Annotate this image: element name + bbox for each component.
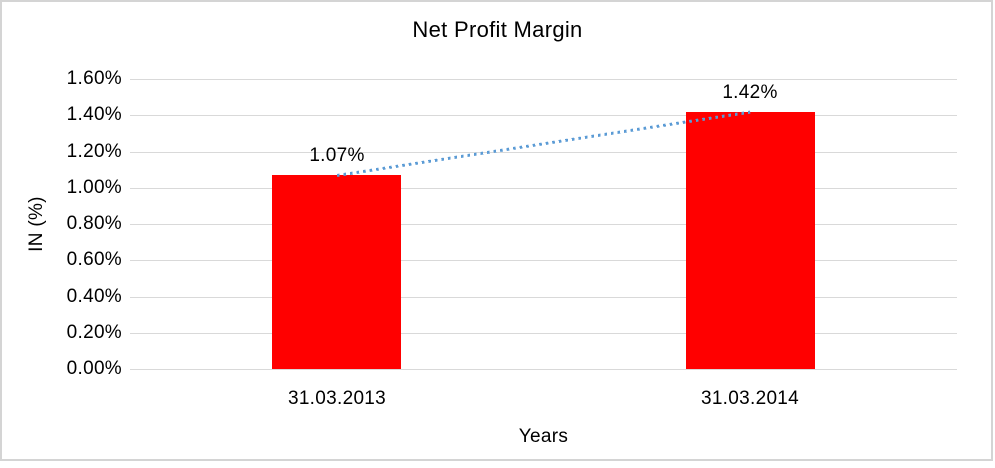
y-axis-tick-label: 1.60%: [66, 68, 122, 89]
gridline: [130, 79, 957, 80]
gridline: [130, 224, 957, 225]
bar: [272, 175, 401, 369]
y-axis-tick-label: 0.80%: [66, 213, 122, 234]
x-axis-tick-label: 31.03.2014: [700, 388, 800, 409]
gridline: [130, 369, 957, 370]
gridline: [130, 152, 957, 153]
y-axis-tick-label: 1.20%: [66, 141, 122, 162]
bar-data-label: 1.42%: [722, 82, 778, 103]
bar: [686, 112, 815, 369]
y-axis-tick-label: 0.00%: [66, 358, 122, 379]
y-axis-tick-label: 1.40%: [66, 104, 122, 125]
gridline: [130, 297, 957, 298]
y-axis-tick-label: 0.40%: [66, 286, 122, 307]
x-axis-tick-label: 31.03.2013: [287, 388, 387, 409]
y-axis-tick-label: 0.60%: [66, 249, 122, 270]
plot-area: [130, 79, 957, 370]
gridline: [130, 260, 957, 261]
chart-title: Net Profit Margin: [412, 17, 583, 42]
gridline: [130, 333, 957, 334]
y-axis-tick-label: 1.00%: [66, 177, 122, 198]
gridline: [130, 115, 957, 116]
bar-data-label: 1.07%: [309, 145, 365, 166]
gridline: [130, 188, 957, 189]
y-axis-tick-label: 0.20%: [66, 322, 122, 343]
x-axis-title: Years: [518, 426, 569, 447]
